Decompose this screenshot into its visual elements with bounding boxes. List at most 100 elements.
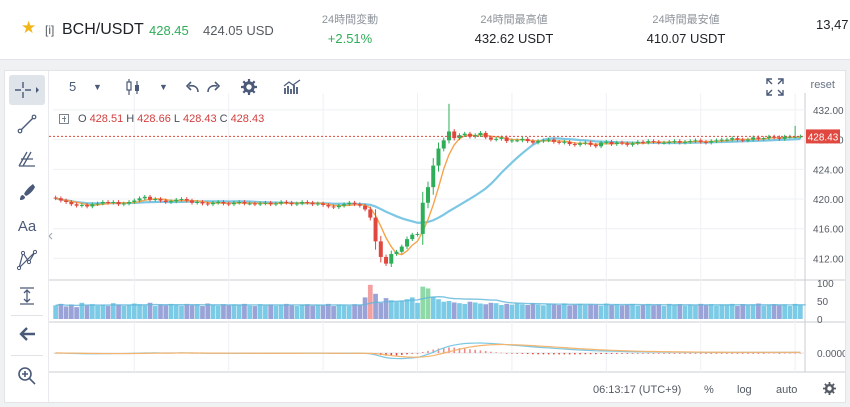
fullscreen-button[interactable] [765,77,785,102]
candle-body [745,139,750,141]
volume-bar [582,304,588,319]
volume-bar [567,305,572,319]
macd-histogram-bar [532,353,534,355]
chart-settings-button[interactable] [823,382,836,398]
toolbar-divider [11,355,43,356]
candle-body [420,202,425,234]
volume-bar [68,304,74,319]
chart-status-bar: 06:13:17 (UTC+9) % log auto [49,379,845,402]
candle-body [646,141,651,143]
reset-button[interactable]: reset [810,79,835,91]
candle-body [384,256,389,264]
candle-body [588,142,593,145]
candle-body [237,201,242,203]
macd-histogram-bar [647,353,650,354]
candle-body [226,203,231,205]
candle-body [787,136,792,138]
macd-histogram-bar [762,353,765,354]
volume-bar [457,303,462,319]
volume-bar [614,304,620,319]
volume-bar [792,303,798,319]
chevron-down-icon[interactable]: ▼ [93,82,102,92]
measure-tool[interactable] [9,281,45,311]
crosshair-tool[interactable] [9,75,45,105]
settings-button[interactable] [241,78,257,96]
brush-tool[interactable] [9,177,45,207]
volume-bar [147,302,153,319]
volume-bar [105,306,111,319]
candle-body [221,201,226,204]
volume-bar [415,302,420,319]
price-chart[interactable]: 432.00428.00424.00420.00416.00412.0019:3… [49,93,845,379]
last-price-tag [806,129,840,144]
macd-histogram-bar [469,349,471,353]
volume-bar [63,306,69,319]
collapse-legend-icon[interactable] [59,114,69,124]
candle-body [158,199,163,201]
fib-tool[interactable] [9,143,45,173]
interval-select[interactable]: 5 [69,79,77,94]
volume-bar [100,304,106,319]
candle-body [499,137,504,139]
candle-body [551,139,556,142]
undo-button[interactable] [185,78,199,96]
volume-bar [89,304,95,319]
log-toggle[interactable]: log [737,384,752,396]
pair-name[interactable]: BCH/USDT [62,21,144,38]
slow-ma-line [55,137,801,224]
volume-bar [478,303,483,319]
macd-histogram-bar [678,353,681,354]
macd-histogram-bar [715,353,718,354]
volume-bar [766,304,772,319]
volume-bar [362,297,368,319]
macd-histogram-bar [458,348,461,353]
price-tick-label: 416.00 [813,225,844,236]
candle-body [751,137,756,140]
volume-bar [383,298,389,319]
ticker-tag: [i] [45,23,55,37]
volume-bar [603,303,609,319]
macd-histogram-bar [668,353,671,354]
macd-histogram-bar [427,350,429,353]
remove-tool[interactable] [9,319,45,349]
candle-body [462,133,467,136]
volume-bar [525,304,531,319]
volume-bar [672,304,677,319]
pattern-tool[interactable] [9,245,45,275]
macd-histogram-bar [584,353,587,355]
zoom-tool[interactable] [9,361,45,391]
candle-body [431,165,436,188]
chevron-down-icon[interactable]: ▼ [159,82,168,92]
indicators-button[interactable] [283,78,301,96]
candle-body [90,204,95,207]
volume-bar [404,299,410,319]
text-tool[interactable]: Aa [9,211,45,241]
volume-bar [504,303,510,319]
volume-bar [598,305,604,319]
volume-bar [472,302,478,319]
volume-bar [735,306,740,319]
candle-body [127,201,132,204]
candle-body [630,143,635,145]
stat-24h-low: 24時間最安値 410.07 USDT [634,13,738,48]
trend-line-tool[interactable] [9,109,45,139]
candle-body [772,136,777,138]
candle-body [730,138,735,140]
candle-body [688,141,693,143]
volume-bar [562,303,567,319]
auto-toggle[interactable]: auto [776,384,798,396]
percent-toggle[interactable]: % [704,384,714,396]
scroll-left-marker[interactable] [49,232,53,240]
favorite-star-icon[interactable]: ★ [21,18,37,37]
candle-body [578,143,583,145]
volume-bar [777,305,782,319]
redo-button[interactable] [207,78,221,96]
volume-bar [263,305,268,319]
chart-type-button[interactable] [125,78,141,96]
candle-body [174,199,179,202]
volume-bar [205,303,211,319]
stat-label: 24時間最安値 [652,14,720,26]
candle-body [378,241,383,257]
macd-histogram-bar [537,353,539,355]
